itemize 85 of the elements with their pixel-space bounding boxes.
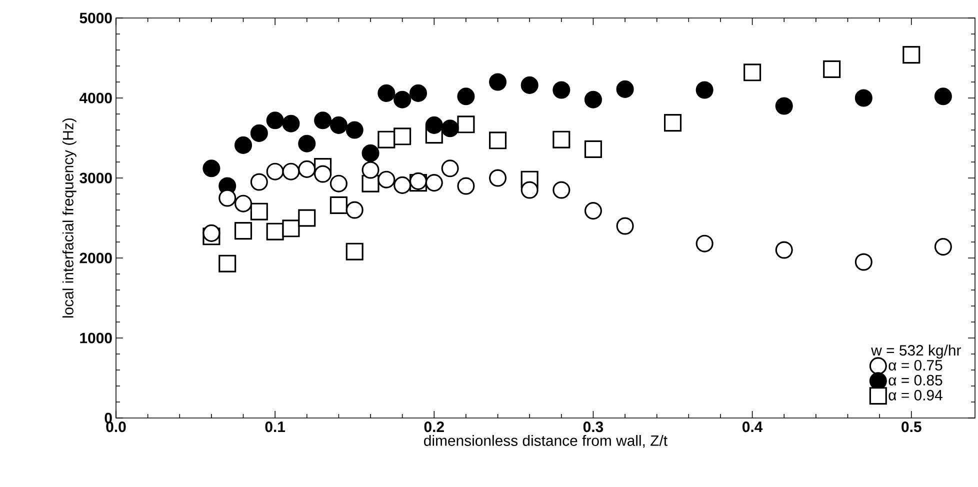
x-tick-label: 0.4 (742, 422, 763, 432)
point (394, 128, 412, 146)
legend-label: α = 0.85 (888, 374, 942, 386)
point (346, 201, 364, 219)
point (616, 217, 634, 235)
point (266, 112, 284, 130)
point (520, 181, 538, 199)
point (314, 165, 332, 183)
point (346, 242, 364, 260)
point (394, 90, 412, 108)
point (441, 120, 459, 138)
point (298, 209, 316, 227)
point (282, 162, 300, 180)
x-tick-label: 0.5 (902, 422, 922, 432)
point (250, 173, 268, 191)
y-axis-title: local interfacial frequency (Hz) (62, 118, 76, 318)
point (584, 140, 602, 158)
point (696, 81, 714, 99)
point (457, 88, 475, 106)
point (346, 121, 364, 139)
point (854, 253, 872, 271)
point (409, 84, 428, 102)
point (234, 222, 252, 240)
point (552, 130, 570, 148)
point (282, 114, 300, 132)
legend-title: w = 532 kg/hr (871, 344, 961, 359)
point (330, 196, 348, 214)
point (362, 161, 380, 179)
y-tick-label: 3000 (80, 172, 112, 184)
point (425, 174, 443, 192)
point (234, 136, 252, 154)
point (744, 64, 762, 82)
y-tick-label: 2000 (80, 252, 112, 264)
point (378, 130, 396, 148)
point (314, 112, 332, 130)
y-tick-label: 5000 (80, 12, 112, 24)
point (489, 132, 507, 150)
point (552, 81, 570, 99)
point (457, 116, 475, 134)
point (202, 224, 220, 242)
point (664, 114, 682, 132)
y-tick-label: 1000 (80, 332, 112, 344)
point (775, 97, 793, 115)
point (266, 162, 284, 180)
point (330, 174, 348, 192)
point (266, 222, 284, 240)
point (934, 88, 952, 106)
point (202, 160, 220, 178)
point (250, 202, 268, 220)
point (218, 254, 236, 272)
point (298, 160, 316, 178)
point (250, 124, 268, 142)
point (330, 116, 348, 134)
point (282, 220, 300, 238)
legend-label: α = 0.75 (888, 360, 942, 371)
x-tick-label: 0.3 (583, 422, 604, 432)
point (378, 84, 396, 102)
point (854, 89, 872, 107)
point (616, 80, 634, 98)
point (696, 234, 714, 252)
point (489, 169, 507, 187)
point (457, 177, 475, 195)
point (394, 176, 412, 194)
point (902, 46, 920, 64)
y-tick-label: 4000 (79, 92, 112, 104)
point (934, 238, 952, 256)
point (378, 170, 396, 188)
point (520, 76, 538, 94)
point (362, 144, 380, 162)
x-axis-title: dimensionless distance from wall, Z/t (424, 434, 668, 448)
point (218, 189, 236, 207)
point (234, 194, 252, 212)
legend-label: α = 0.94 (888, 390, 942, 400)
x-tick-label: 0.0 (106, 422, 126, 432)
x-tick-label: 0.2 (424, 422, 444, 432)
point (584, 90, 602, 108)
point (489, 73, 507, 91)
point (425, 116, 443, 134)
point (584, 202, 602, 220)
point (441, 160, 459, 178)
x-tick-label: 0.1 (265, 422, 286, 432)
point (552, 181, 570, 199)
point (823, 60, 841, 78)
point (298, 134, 316, 152)
point (775, 241, 793, 259)
